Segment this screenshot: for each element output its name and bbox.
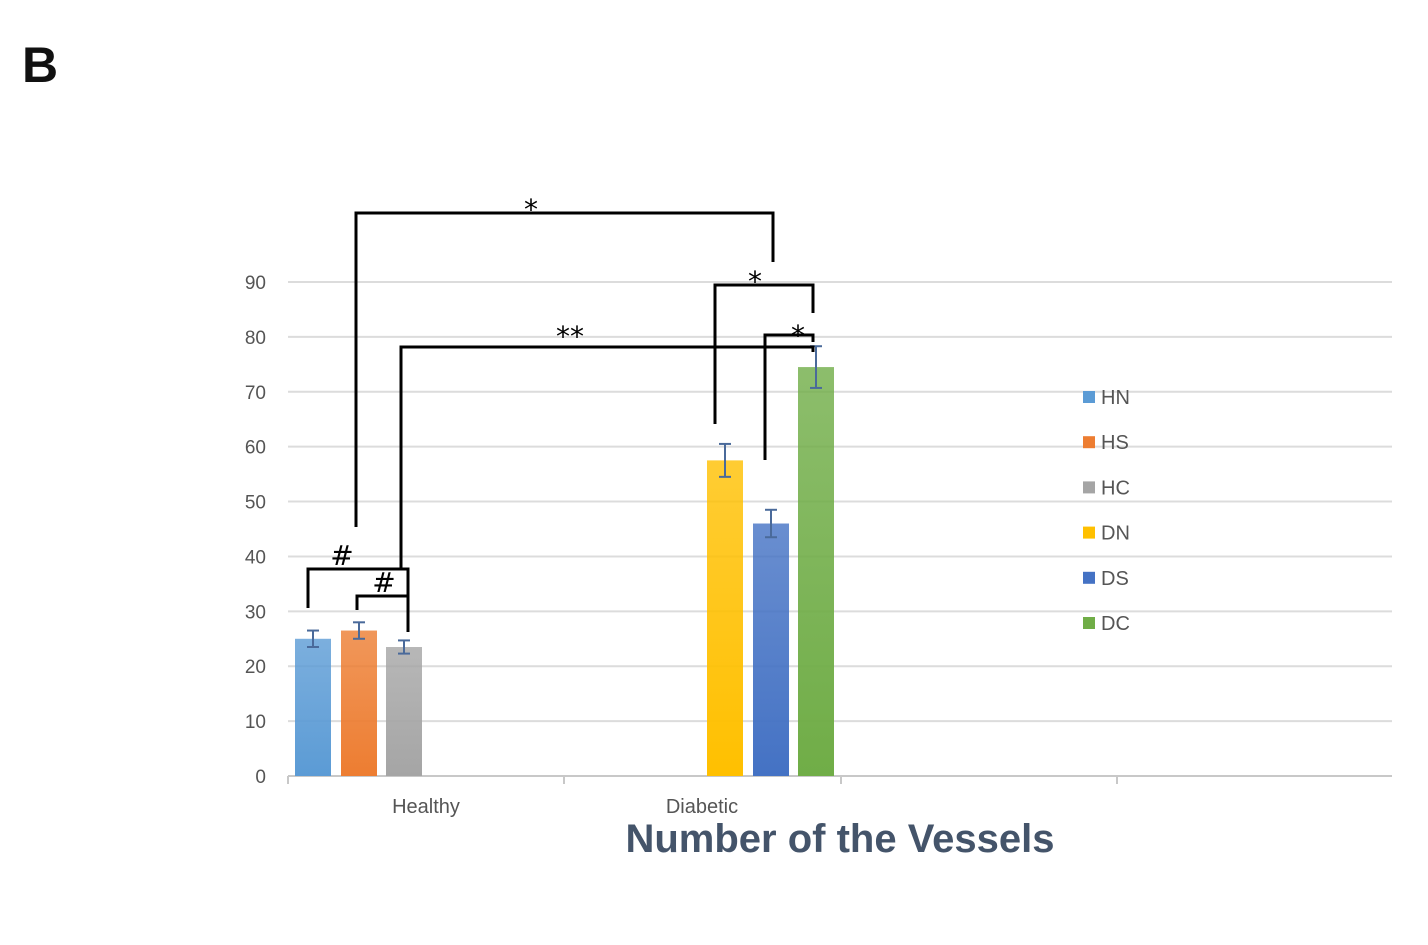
y-tick-label: 20 [245, 657, 266, 678]
bars [295, 367, 834, 776]
legend-swatch-hn [1083, 391, 1095, 403]
bar-dc [798, 367, 834, 776]
x-category-label: Diabetic [666, 796, 738, 818]
panel-letter: B [22, 37, 59, 93]
bar-hn [295, 638, 331, 776]
significance-label: ** [556, 320, 584, 353]
legend-swatch-dc [1083, 617, 1095, 629]
significance-bracket [354, 211, 775, 527]
y-tick-label: 10 [245, 712, 266, 733]
legend-swatch-hs [1083, 436, 1095, 449]
significance-label: # [330, 539, 353, 572]
y-tick-label: 30 [245, 602, 266, 623]
significance-bracket [399, 345, 815, 570]
significance-label: # [372, 566, 395, 599]
bar-ds [753, 523, 789, 776]
legend: HN HS HC DN DS DC [1083, 387, 1130, 635]
y-tick-label: 0 [255, 767, 266, 788]
y-tick-label: 60 [245, 438, 266, 459]
y-tick-label: 50 [245, 493, 266, 514]
y-axis-ticks: 0 10 20 30 40 50 60 70 80 90 [245, 273, 266, 788]
legend-swatch-dn [1083, 526, 1095, 539]
legend-swatch-hc [1083, 481, 1095, 494]
bar-dn [707, 460, 743, 776]
significance-bracket [713, 283, 815, 424]
significance-label: * [748, 265, 762, 298]
significance-label: * [524, 193, 538, 226]
x-axis: Healthy Diabetic [287, 776, 1118, 818]
legend-label: DN [1101, 523, 1130, 545]
significance-bracket [763, 333, 815, 460]
chart-title: Number of the Vessels [625, 817, 1054, 861]
y-tick-label: 90 [245, 273, 266, 294]
gridlines [288, 281, 1392, 777]
legend-label: HC [1101, 477, 1130, 499]
legend-label: HN [1101, 387, 1130, 409]
legend-swatch-ds [1083, 571, 1095, 584]
legend-label: HS [1101, 432, 1129, 454]
error-bars [307, 345, 822, 655]
y-tick-label: 70 [245, 383, 266, 404]
bar-hc [386, 647, 422, 776]
significance-brackets: *****## [306, 193, 815, 632]
y-tick-label: 80 [245, 328, 266, 349]
y-tick-label: 40 [245, 547, 266, 568]
legend-label: DC [1101, 613, 1130, 635]
legend-label: DS [1101, 568, 1129, 590]
significance-bracket [355, 594, 410, 632]
x-category-label: Healthy [392, 796, 460, 818]
significance-label: * [791, 319, 805, 352]
bar-hs [341, 630, 377, 776]
